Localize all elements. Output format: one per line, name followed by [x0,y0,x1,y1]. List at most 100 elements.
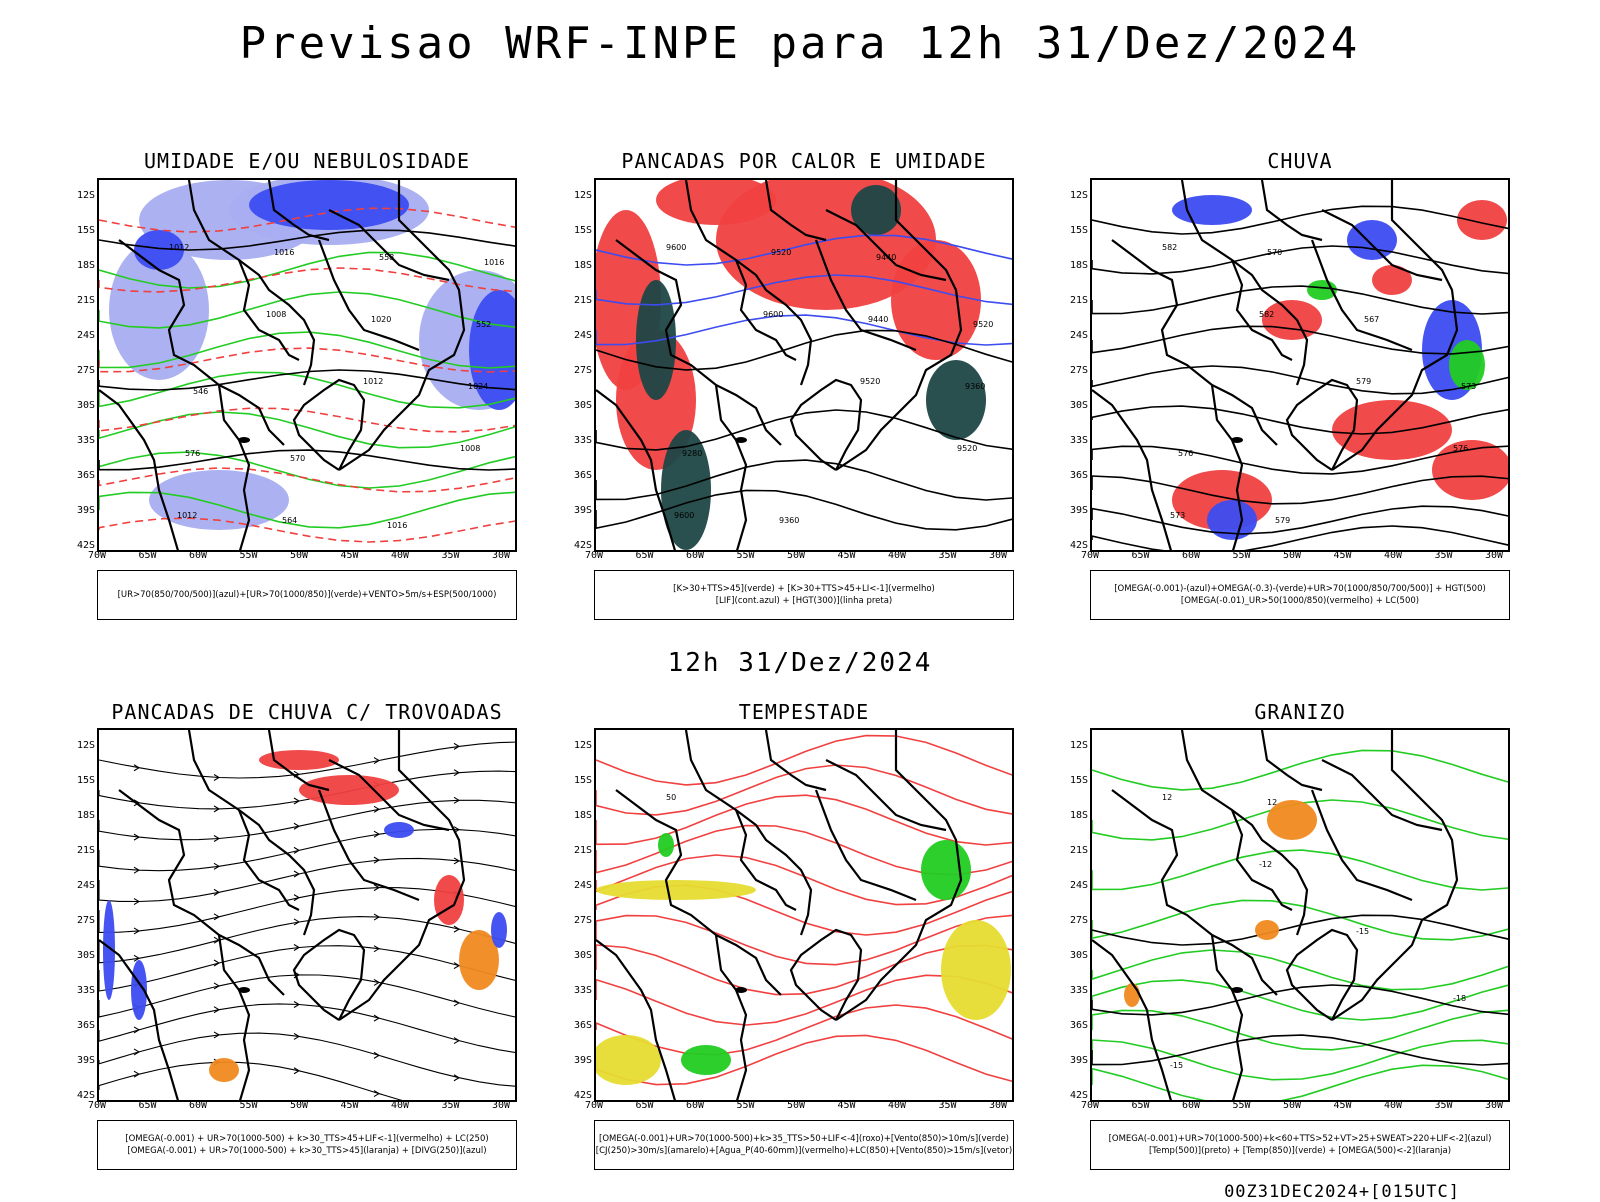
contour-label: 1016 [274,248,294,257]
streamline-arrow [213,913,221,921]
contour-label: 573 [1461,382,1476,391]
streamline-arrow [133,954,141,962]
lat-tick-label: 18S [76,810,95,821]
thunder-red-area [259,750,339,770]
lat-tick-label: 36S [573,470,592,481]
lon-tick-label: 60W [1181,550,1201,561]
lat-tick-label: 36S [1069,470,1088,481]
lat-tick-label: 18S [1069,260,1088,271]
lon-tick-label: 60W [188,1100,208,1111]
streamline-arrow [453,742,461,750]
streamline [99,1061,403,1100]
contour-label: -12 [1259,860,1272,869]
contour-label: 12 [1162,793,1172,802]
streamline-arrow [133,927,141,935]
lat-tick-label: 33S [76,985,95,996]
lake-marker [1231,987,1243,993]
contour-label: 576 [1453,444,1468,453]
contour-label: 1012 [169,243,189,252]
hgt500-contour [1092,205,1508,235]
contour-label: 579 [1275,516,1290,525]
country-border [1331,180,1459,471]
contour-label: 579 [1356,377,1371,386]
streamline-arrow [213,835,221,842]
divergence-area [103,900,115,1000]
country-border [1310,239,1413,352]
lat-tick-label: 27S [1069,365,1088,376]
wind850-area [658,833,674,857]
hgt500-contour [1092,405,1508,435]
lon-tick-label: 45W [1333,550,1352,561]
lon-tick-label: 70W [1080,1100,1100,1111]
humidity-low-contour [99,371,515,409]
jet-area [941,920,1011,1020]
thickness-contour [99,207,515,233]
page-title: Previsao WRF-INPE para 12h 31/Dez/2024 [239,18,1361,69]
lon-tick-label: 45W [340,550,359,561]
wind850-area [921,840,971,900]
streamline-arrow [373,1051,381,1059]
streamline-arrow [373,856,381,864]
country-border [1092,389,1172,550]
lon-tick-label: 60W [188,550,208,561]
lon-tick-label: 50W [1282,550,1302,561]
streamline [99,974,515,1018]
country-border [317,239,420,352]
humidity-high-area [469,290,515,410]
contour-label: 9520 [771,248,791,257]
streamline-arrow [453,1037,461,1045]
contour-label: 9360 [965,382,985,391]
country-border [237,809,300,911]
streamline-arrow [133,1026,141,1034]
streamline-arrow [453,925,461,933]
legend-line: [OMEGA(-0.001) + UR>70(1000-500) + k>30_… [125,1134,489,1144]
contour-label: 576 [1178,449,1193,458]
lat-tick-label: 39S [573,505,592,516]
temp850-contour [1092,899,1508,941]
temp850-contour [1092,949,1508,991]
contour-label: -18 [1453,994,1466,1003]
lon-tick-label: 35W [938,550,957,561]
lon-tick-label: 40W [390,1100,410,1111]
contour-label: 573 [1170,511,1185,520]
country-border [1210,384,1244,550]
legend-line: [LIF](cont.azul) + [HGT(300)](linha pret… [715,596,893,606]
hgt500-contour [1092,525,1508,550]
country-border [292,378,366,471]
streamline-arrow [133,1048,141,1056]
contour-label: 9440 [868,315,888,324]
lat-tick-label: 39S [76,505,95,516]
contour-label: 1016 [387,521,407,530]
streamline [99,741,515,779]
country-border [1111,789,1278,996]
humidity-high-area [249,180,409,230]
country-border [317,789,420,902]
lon-tick-label: 45W [1333,1100,1352,1111]
lif-contour [596,234,1012,266]
streamline-arrow [213,805,221,813]
precip-water-contour [596,794,1012,846]
lon-tick-label: 30W [988,550,1008,561]
contour-label: 9520 [957,444,977,453]
map-panel: 50 [594,728,1014,1102]
lon-tick-label: 50W [786,550,806,561]
contour-label: -15 [1170,1061,1183,1070]
lon-tick-label: 30W [988,1100,1008,1111]
country-border [835,180,963,471]
lat-tick-label: 24S [573,880,592,891]
lon-tick-label: 35W [441,1100,460,1111]
contour-label: 558 [379,253,394,262]
lake-marker [735,437,747,443]
contour-label: 1024 [468,382,488,391]
streamline-arrow [453,999,461,1007]
contour-label: 576 [185,449,200,458]
lat-tick-label: 24S [1069,880,1088,891]
rain-blue-area [1207,500,1257,540]
contour-label: 546 [193,387,208,396]
lat-tick-label: 42S [76,1090,95,1101]
lat-tick-label: 24S [573,330,592,341]
country-border [764,730,827,792]
country-border [1310,789,1413,902]
hgt500-contour [1092,245,1508,275]
country-border [267,730,330,792]
